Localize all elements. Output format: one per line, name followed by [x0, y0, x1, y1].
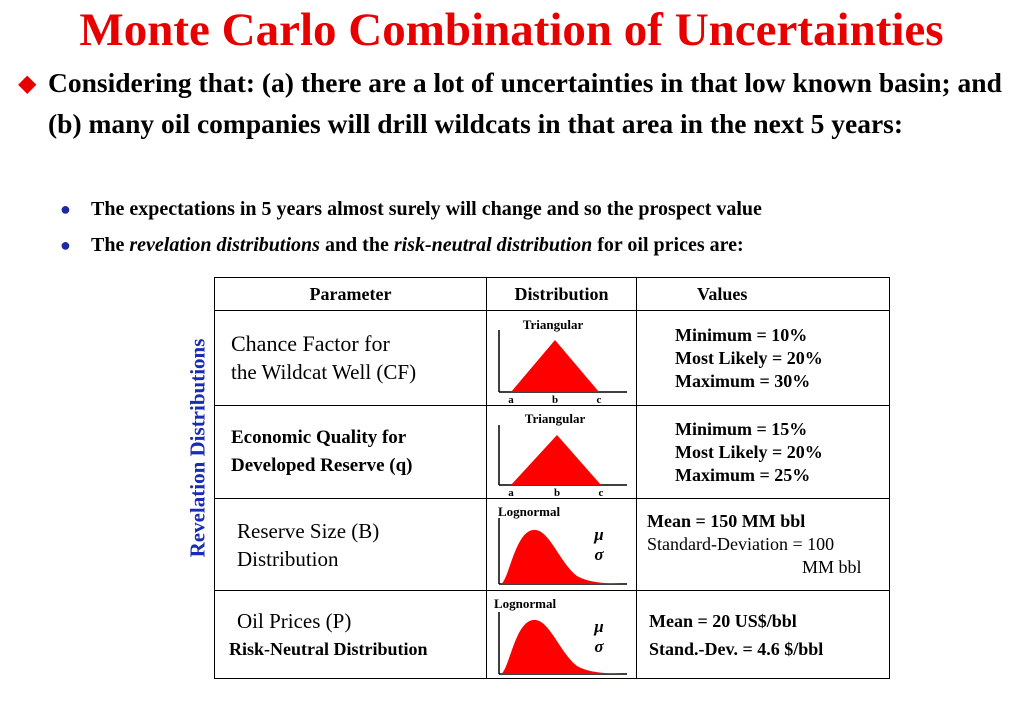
- lognormal-shape: [501, 619, 621, 674]
- dist-name: Triangular: [525, 411, 586, 426]
- header-parameter: Parameter: [214, 277, 487, 311]
- distribution-cell: Lognormal μ σ: [486, 590, 637, 679]
- param-line: Economic Quality for: [231, 427, 407, 448]
- tick-a: a: [508, 487, 514, 498]
- sub-bullet-2-post: for oil prices are:: [592, 234, 744, 256]
- values-cell: Minimum = 10% Most Likely = 20% Maximum …: [636, 310, 890, 406]
- param-cell: Economic Quality for Developed Reserve (…: [214, 405, 487, 499]
- sub-bullet-2-em2: risk-neutral distribution: [393, 234, 593, 256]
- table-row: Economic Quality for Developed Reserve (…: [214, 405, 890, 499]
- distribution-cell: Triangular a b c: [486, 310, 637, 406]
- header-values: Values: [636, 277, 890, 311]
- tick-c: c: [599, 487, 604, 498]
- sub-bullet-2-pre: The: [91, 234, 130, 256]
- value-line: Most Likely = 20%: [675, 441, 823, 462]
- sub-bullet-2-em1: revelation distributions: [129, 234, 320, 256]
- table-row: Reserve Size (B) Distribution Lognormal …: [214, 498, 890, 591]
- dot-bullet-icon: ●: [60, 235, 71, 255]
- distribution-cell: Triangular a b c: [486, 405, 637, 499]
- sub-bullet-2-mid: and the: [319, 234, 394, 256]
- table-header-row: Parameter Distribution Values: [214, 277, 890, 311]
- dist-name: Lognormal: [494, 596, 557, 611]
- param-cell: Chance Factor for the Wildcat Well (CF): [214, 310, 487, 406]
- value-line: Maximum = 30%: [675, 370, 811, 391]
- tick-b: b: [552, 394, 558, 405]
- sigma-symbol: σ: [594, 637, 604, 656]
- param-line: Reserve Size (B): [237, 518, 380, 543]
- table-row: Chance Factor for the Wildcat Well (CF) …: [214, 310, 890, 406]
- diamond-bullet-icon: ◆: [18, 71, 37, 97]
- dist-name: Lognormal: [498, 504, 561, 519]
- distribution-cell: Lognormal μ σ: [486, 498, 637, 591]
- header-distribution: Distribution: [486, 277, 637, 311]
- value-line: Minimum = 15%: [675, 418, 808, 439]
- value-line: Stand.-Dev. = 4.6 $/bbl: [649, 638, 824, 659]
- tick-a: a: [508, 394, 514, 405]
- value-line: Maximum = 25%: [675, 464, 811, 485]
- tick-b: b: [554, 487, 560, 498]
- slide-title: Monte Carlo Combination of Uncertainties: [79, 4, 944, 56]
- values-cell: Mean = 150 MM bbl Standard-Deviation = 1…: [636, 498, 890, 591]
- param-line: Risk-Neutral Distribution: [229, 638, 428, 659]
- lognormal-shape: [501, 529, 621, 584]
- dot-bullet-icon: ●: [60, 199, 71, 219]
- value-line: Mean = 150 MM bbl: [647, 511, 806, 531]
- value-line: Minimum = 10%: [675, 324, 808, 345]
- value-line: Standard-Deviation = 100: [647, 534, 835, 554]
- triangular-shape: [511, 434, 601, 485]
- param-line: Developed Reserve (q): [231, 455, 413, 476]
- value-line: MM bbl: [802, 557, 862, 577]
- sub-bullet-1-text: The expectations in 5 years almost surel…: [91, 198, 762, 220]
- param-line: the Wildcat Well (CF): [231, 360, 417, 384]
- param-line: Chance Factor for: [231, 331, 390, 356]
- table-row: Oil Prices (P) Risk-Neutral Distribution…: [214, 590, 890, 679]
- mu-symbol: μ: [593, 617, 603, 636]
- values-cell: Minimum = 15% Most Likely = 20% Maximum …: [636, 405, 890, 499]
- param-line: Distribution: [237, 546, 339, 571]
- sub-bullet-2-text: The revelation distributions and the ris…: [91, 232, 744, 258]
- value-line: Most Likely = 20%: [675, 347, 823, 368]
- sigma-symbol: σ: [594, 545, 604, 564]
- values-cell: Mean = 20 US$/bbl Stand.-Dev. = 4.6 $/bb…: [636, 590, 890, 679]
- mu-symbol: μ: [593, 525, 603, 544]
- param-cell: Oil Prices (P) Risk-Neutral Distribution: [214, 590, 487, 679]
- param-cell: Reserve Size (B) Distribution: [214, 498, 487, 591]
- value-line: Mean = 20 US$/bbl: [649, 610, 797, 631]
- distribution-table: Parameter Distribution Values Chance Fac…: [214, 277, 890, 679]
- side-label-text: Revelation Distributions: [185, 338, 210, 558]
- main-bullet-text: Considering that: (a) there are a lot of…: [48, 67, 1002, 139]
- param-line: Oil Prices (P): [237, 608, 352, 633]
- tick-c: c: [597, 394, 602, 405]
- triangular-shape: [511, 339, 599, 392]
- dist-name: Triangular: [523, 317, 584, 332]
